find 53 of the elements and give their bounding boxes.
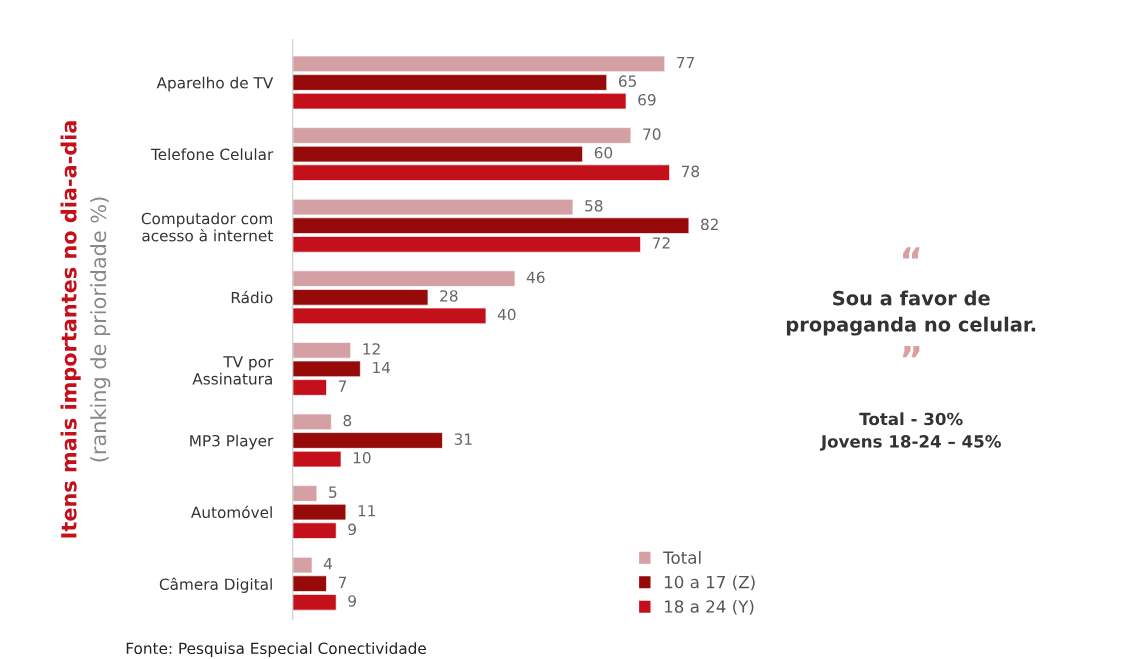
y-tick-label: Aparelho de TV bbox=[156, 76, 274, 92]
data-label: 60 bbox=[594, 146, 613, 159]
data-label: 28 bbox=[440, 290, 458, 302]
data-label: 65 bbox=[618, 75, 636, 87]
legend-label: Total bbox=[663, 551, 701, 564]
data-label: 31 bbox=[454, 433, 472, 445]
y-tick-label: Computador com acesso à internet bbox=[141, 212, 273, 242]
bar bbox=[292, 270, 516, 287]
y-tick-label: Telefone Celular bbox=[150, 148, 274, 161]
bar bbox=[292, 485, 318, 502]
text: Total - 30% Jovens 18-24 – 45% bbox=[820, 412, 1001, 451]
legend-label: 18 a 24 (Y) bbox=[664, 599, 754, 615]
data-label: 46 bbox=[526, 271, 545, 284]
data-label: 7 bbox=[338, 576, 347, 588]
data-label: 7 bbox=[338, 380, 347, 392]
data-label: 82 bbox=[701, 218, 718, 231]
bar bbox=[292, 432, 443, 449]
bar bbox=[292, 55, 666, 73]
bar bbox=[292, 413, 332, 431]
data-label: 14 bbox=[373, 361, 391, 374]
y-tick-label: Rádio bbox=[231, 290, 273, 304]
data-label: 12 bbox=[363, 343, 380, 355]
bar bbox=[292, 92, 627, 110]
data-label: 10 bbox=[353, 451, 371, 464]
data-label: 77 bbox=[677, 56, 694, 69]
y-tick-label: TV por Assinatura bbox=[192, 356, 274, 385]
data-label: 8 bbox=[343, 414, 352, 427]
data-label: 78 bbox=[681, 165, 700, 178]
source-note: Fonte: Pesquisa Especial Conectividade bbox=[126, 642, 426, 658]
data-label: 11 bbox=[358, 505, 376, 517]
y-tick-label: Câmera Digital bbox=[159, 577, 272, 593]
data-label: 9 bbox=[348, 595, 356, 607]
data-label: 69 bbox=[638, 93, 656, 106]
data-label: 5 bbox=[329, 486, 337, 498]
text: “ bbox=[903, 247, 920, 259]
text: Sou a favor de propaganda no celular. bbox=[786, 290, 1036, 336]
bar bbox=[292, 450, 342, 468]
data-label: 40 bbox=[497, 308, 516, 321]
data-label: 72 bbox=[652, 237, 670, 249]
text: ” bbox=[902, 346, 920, 358]
y-tick-label: MP3 Player bbox=[190, 434, 274, 450]
bar bbox=[292, 379, 327, 396]
data-label: 58 bbox=[585, 199, 603, 212]
bar bbox=[292, 127, 632, 144]
data-label: 9 bbox=[348, 523, 356, 536]
y-tick-label: Automóvel bbox=[191, 505, 272, 519]
data-label: 70 bbox=[643, 128, 661, 140]
bar bbox=[292, 74, 608, 91]
legend-label: 10 a 17 (Z) bbox=[664, 575, 755, 591]
bar bbox=[292, 594, 337, 611]
y-axis-title: Itens mais importantes no dia-a-dia (ranking de prioridade %) bbox=[60, 121, 111, 538]
bar bbox=[292, 236, 641, 253]
data-label: 4 bbox=[323, 558, 333, 570]
